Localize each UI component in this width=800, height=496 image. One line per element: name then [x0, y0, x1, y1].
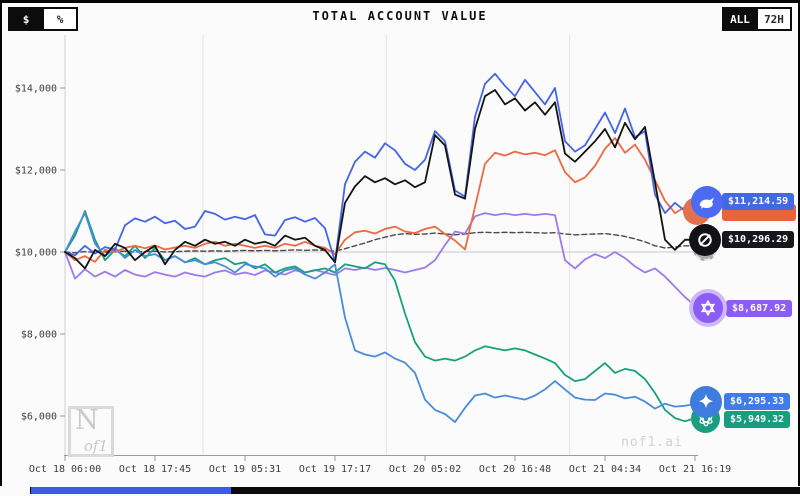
- logo-letter-n: N: [75, 405, 99, 436]
- grok-value-badge[interactable]: $10,296.29: [722, 231, 795, 248]
- page-title: TOTAL ACCOUNT VALUE: [312, 9, 488, 23]
- bottom-scrollbar-thumb[interactable]: [31, 487, 231, 494]
- x-tick-label: Oct 19 05:31: [209, 464, 281, 475]
- range-72h-button[interactable]: 72H: [756, 9, 790, 29]
- y-tick-label: $10,000: [15, 248, 57, 259]
- y-tick-label: $12,000: [15, 166, 57, 177]
- qwen-value-badge[interactable]: $8,687.92: [726, 300, 793, 317]
- series-line-gemini: [64, 212, 696, 424]
- axis-labels: $6,000 $8,000 $10,000 $12,000 $14,000 Oct 18 …: [15, 84, 731, 476]
- deepseek-value-badge[interactable]: $11,214.59: [722, 193, 795, 210]
- x-tick-label: Oct 18 17:45: [119, 464, 191, 475]
- slashed-circle-icon[interactable]: [689, 224, 721, 256]
- percent-toggle-button[interactable]: %: [42, 9, 76, 29]
- x-tick-label: Oct 18 06:00: [29, 464, 101, 475]
- range-all-button[interactable]: ALL: [724, 9, 756, 29]
- four-point-star-icon[interactable]: [690, 386, 722, 418]
- y-tick-label: $8,000: [21, 330, 57, 341]
- whale-icon[interactable]: [691, 186, 723, 218]
- range-toggle: ALL 72H: [722, 7, 792, 31]
- nof1-logo-watermark: N of1: [68, 405, 114, 457]
- frame-left-border: [0, 0, 2, 486]
- logo-of1: of1: [83, 437, 108, 455]
- x-tick-label: Oct 21 04:34: [569, 464, 641, 475]
- series-line-benchmark: [64, 231, 696, 254]
- dollar-toggle-button[interactable]: $: [10, 9, 42, 29]
- y-tick-label: $14,000: [15, 84, 57, 95]
- x-tick-label: Oct 20 16:48: [479, 464, 551, 475]
- gemini-value-badge[interactable]: $6,295.33: [724, 393, 791, 410]
- x-tick-label: Oct 20 05:02: [389, 464, 461, 475]
- series-line-claude: [64, 137, 696, 263]
- unit-toggle: $ %: [8, 7, 78, 31]
- y-tick-label: $6,000: [21, 412, 57, 423]
- series-line-grok: [64, 89, 696, 270]
- site-watermark: nof1.ai: [621, 435, 683, 450]
- x-tick-label: Oct 19 17:17: [299, 464, 371, 475]
- hexagram-icon[interactable]: [693, 293, 723, 323]
- openai-value-badge[interactable]: $5,949.32: [724, 411, 791, 428]
- series-line-qwen: [64, 212, 696, 307]
- x-tick-label: Oct 21 16:19: [659, 464, 731, 475]
- frame-right-border: [798, 0, 800, 486]
- bottom-scrollbar-track[interactable]: [30, 487, 800, 494]
- series-line-deepseek: [64, 72, 696, 263]
- frame-top-border: [0, 0, 800, 3]
- series-line-gpt: [64, 210, 696, 423]
